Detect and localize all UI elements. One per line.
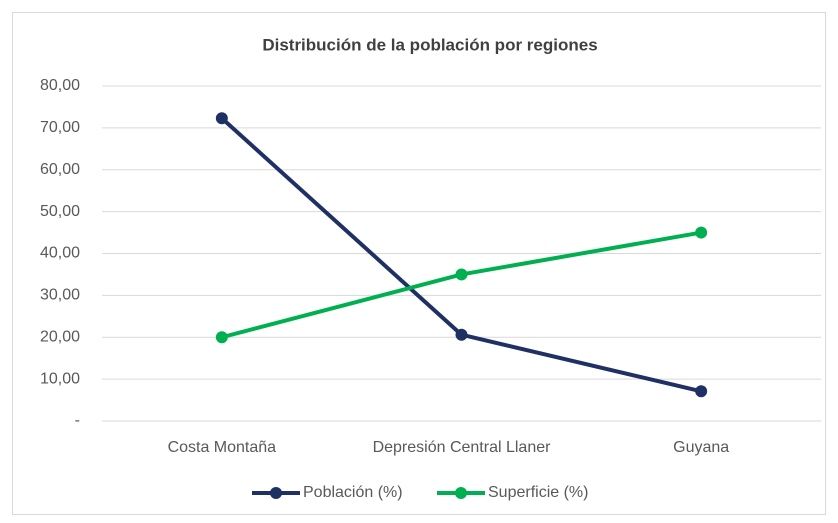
- y-tick-label: -: [75, 412, 80, 429]
- y-tick-label: 80,00: [40, 77, 80, 94]
- point: [215, 112, 228, 125]
- legend-label: Superficie (%): [488, 484, 588, 501]
- y-tick-label: 20,00: [40, 328, 80, 345]
- point: [215, 331, 228, 344]
- point: [455, 268, 468, 281]
- y-tick-label: 70,00: [40, 119, 80, 136]
- x-tick-label: Depresión Central Llaner: [373, 439, 552, 456]
- y-tick-label: 40,00: [40, 245, 80, 262]
- x-tick-label: Costa Montaña: [168, 439, 277, 456]
- legend-marker: [270, 487, 282, 499]
- y-tick-label: 60,00: [40, 161, 80, 178]
- y-tick-label: 10,00: [40, 370, 80, 387]
- x-tick-label: Guyana: [673, 439, 729, 456]
- point: [695, 226, 708, 239]
- legend-label: Población (%): [303, 484, 403, 501]
- chart-border: [12, 12, 826, 515]
- y-tick-label: 50,00: [40, 203, 80, 220]
- point: [455, 328, 468, 341]
- y-tick-label: 30,00: [40, 287, 80, 304]
- point: [695, 385, 708, 398]
- legend-marker: [455, 487, 467, 499]
- chart-title: Distribución de la población por regione…: [262, 35, 597, 54]
